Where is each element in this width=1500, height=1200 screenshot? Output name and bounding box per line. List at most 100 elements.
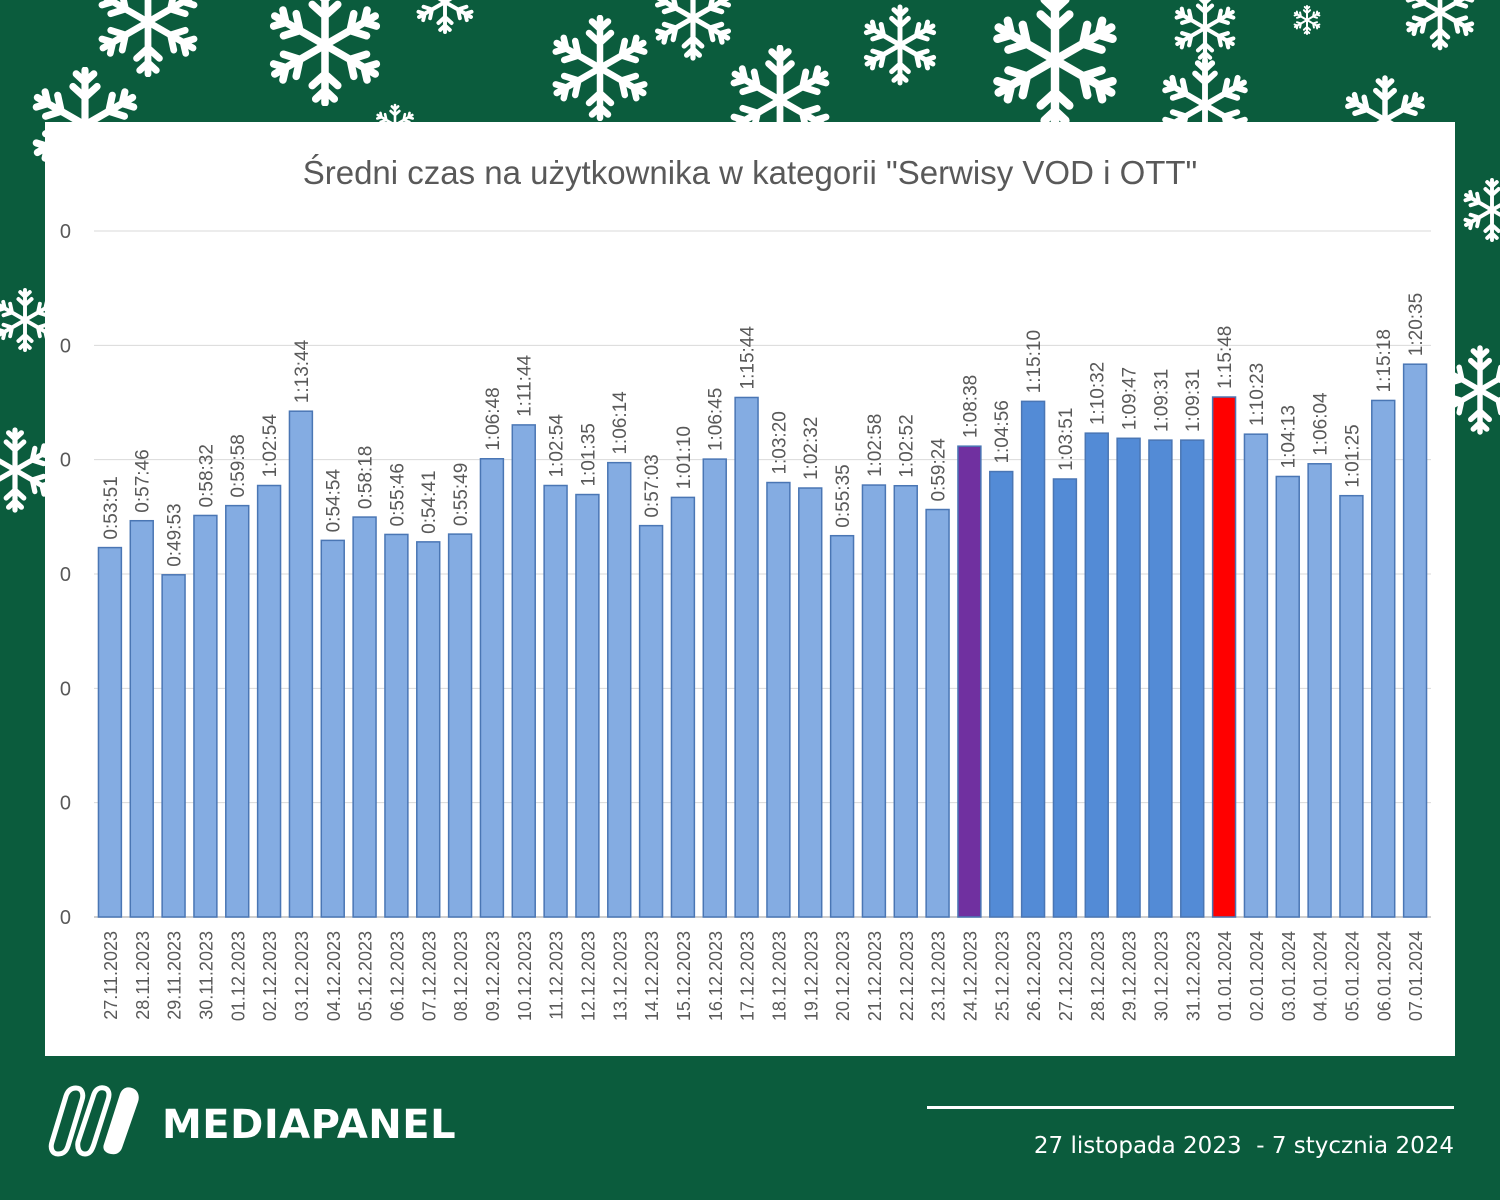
y-tick-label: 0 [60, 335, 71, 357]
x-tick-label: 06.01.2024 [1374, 931, 1394, 1021]
snowflake-icon [269, 0, 381, 106]
x-axis-ticks: 27.11.2023 28.11.2023 29.11.2023 30.11.2023… [101, 931, 1426, 1021]
bar [447, 533, 473, 918]
snowflake-icon [98, 0, 198, 77]
x-tick-label: 05.01.2024 [1342, 931, 1362, 1021]
snowflake-icon [416, 0, 474, 34]
x-tick-label: 11.12.2023 [547, 931, 567, 1020]
data-label: 0:53:51 [101, 476, 122, 539]
data-label: 1:02:54 [260, 414, 281, 478]
data-label: 1:10:23 [1247, 363, 1268, 426]
bar-chart: Średni czas na użytkownika w kategorii "… [60, 153, 1431, 1021]
brand-name: MEDIAPANEL [162, 1102, 457, 1148]
x-tick-label: 24.12.2023 [960, 931, 980, 1021]
bar [352, 516, 377, 918]
data-label: 1:03:20 [769, 411, 790, 474]
bar [225, 504, 250, 918]
x-tick-label: 23.12.2023 [929, 931, 949, 1021]
x-tick-label: 12.12.2023 [578, 931, 598, 1021]
snowflake-icon [863, 4, 937, 86]
snowflake-icon [654, 0, 732, 61]
snowflake-icon [1405, 0, 1475, 51]
bar [511, 424, 536, 918]
x-tick-label: 01.01.2024 [1215, 931, 1235, 1021]
data-label: 1:20:35 [1406, 293, 1427, 356]
bar [479, 458, 505, 918]
bar [288, 410, 314, 918]
data-label: 1:01:35 [578, 423, 599, 486]
bar [766, 481, 791, 918]
y-tick-label: 0 [60, 678, 71, 700]
x-tick-label: 15.12.2023 [674, 931, 694, 1021]
bar [1371, 399, 1396, 918]
data-label: 1:08:38 [960, 375, 981, 438]
data-label: 0:49:53 [165, 503, 186, 566]
x-tick-label: 18.12.2023 [769, 931, 789, 1021]
data-label: 1:06:14 [610, 391, 631, 455]
x-tick-label: 30.12.2023 [1151, 931, 1171, 1021]
bar [1339, 494, 1364, 918]
data-label: 0:55:35 [833, 464, 854, 527]
x-tick-label: 09.12.2023 [483, 931, 503, 1021]
snowflake-icon [1174, 0, 1236, 63]
data-label: 0:54:41 [419, 470, 440, 533]
data-labels: 0:53:51 0:57:46 0:49:53 0:58:32 0:59:58 1:02:… [101, 293, 1427, 567]
bar [1148, 439, 1173, 918]
data-label: 0:59:24 [929, 438, 950, 502]
data-label: 0:57:46 [133, 449, 154, 512]
data-label: 1:06:04 [1311, 392, 1332, 456]
data-label: 1:02:54 [547, 414, 568, 478]
x-tick-label: 27.11.2023 [101, 931, 121, 1020]
x-tick-label: 21.12.2023 [865, 931, 885, 1021]
bar [1116, 437, 1141, 918]
x-tick-label: 22.12.2023 [897, 931, 917, 1021]
data-label: 1:01:10 [674, 426, 695, 489]
x-tick-label: 28.12.2023 [1088, 931, 1108, 1021]
bar [702, 458, 727, 918]
data-label: 1:09:31 [1183, 369, 1204, 432]
bar [957, 445, 982, 918]
bar [384, 533, 409, 918]
bar [1052, 478, 1078, 918]
data-label: 0:54:54 [324, 469, 345, 533]
data-label: 1:13:44 [292, 339, 313, 403]
x-tick-label: 04.12.2023 [324, 931, 344, 1021]
x-tick-label: 30.11.2023 [196, 931, 216, 1020]
bar [638, 524, 664, 918]
data-label: 1:15:18 [1374, 329, 1395, 392]
bar [1180, 439, 1205, 918]
bar [829, 534, 855, 918]
bars [97, 363, 1428, 918]
bar [256, 484, 282, 918]
data-label: 1:01:25 [1342, 424, 1363, 487]
snowflake-icon [0, 427, 54, 513]
bar [1307, 463, 1332, 918]
bar [1243, 433, 1269, 918]
y-tick-label: 0 [60, 907, 71, 929]
x-tick-label: 02.01.2024 [1247, 931, 1267, 1021]
gridlines [94, 230, 1431, 918]
data-label: 0:59:58 [228, 434, 249, 497]
data-label: 1:03:51 [1056, 408, 1077, 471]
data-label: 1:06:48 [483, 387, 504, 450]
x-tick-label: 28.11.2023 [133, 931, 153, 1020]
x-tick-label: 01.12.2023 [228, 931, 248, 1021]
bar [1020, 400, 1046, 918]
date-range: 27 listopada 2023 - 7 stycznia 2024 [1033, 1133, 1454, 1159]
data-label: 0:57:03 [642, 454, 663, 517]
x-tick-label: 10.12.2023 [515, 931, 535, 1021]
x-tick-label: 07.12.2023 [419, 931, 439, 1021]
mediapanel-logo-icon [48, 1085, 139, 1157]
x-tick-label: 03.01.2024 [1279, 931, 1299, 1021]
snowflake-icon [0, 288, 54, 352]
x-tick-label: 25.12.2023 [992, 931, 1012, 1021]
snowflake-icon [1463, 178, 1500, 242]
data-label: 1:09:31 [1151, 369, 1172, 432]
data-label: 1:04:56 [992, 400, 1013, 463]
x-tick-label: 14.12.2023 [642, 931, 662, 1021]
bar [1211, 396, 1237, 918]
x-tick-label: 08.12.2023 [451, 931, 471, 1021]
data-label: 0:58:18 [356, 446, 377, 509]
bar [129, 519, 154, 918]
